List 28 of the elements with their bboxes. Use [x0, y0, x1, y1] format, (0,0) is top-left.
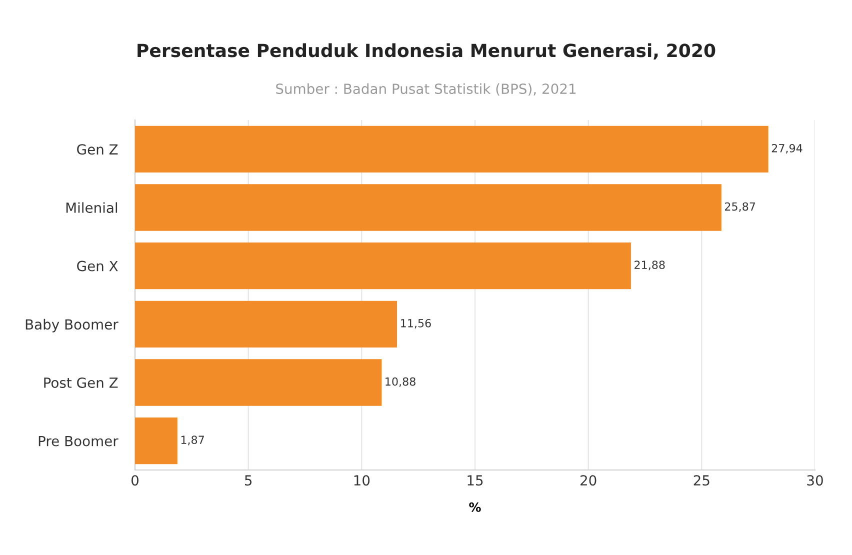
y-tick-label: Baby Boomer: [26, 318, 118, 332]
bar: [135, 300, 398, 348]
bar: [135, 359, 382, 406]
x-tick-label: 15: [468, 475, 483, 486]
x-tick-label: 25: [694, 475, 710, 486]
data-label: 27,94: [772, 144, 802, 154]
x-axis-title: %: [469, 502, 481, 512]
bar: [135, 126, 768, 172]
x-tick-label: 20: [580, 475, 596, 486]
x-tick-label: 10: [354, 475, 370, 486]
bar: [135, 418, 178, 464]
y-tick-label: Milenial: [66, 202, 118, 213]
y-tick-label: Gen Z: [77, 144, 118, 155]
data-label: 1,87: [181, 436, 204, 446]
data-label: 25,87: [724, 202, 756, 212]
x-tick-label: 5: [244, 475, 252, 486]
chart-subtitle: Sumber : Badan Pusat Statistik (BPS), 2021: [276, 83, 576, 96]
data-label: 10,88: [386, 377, 416, 387]
bar: [135, 184, 722, 231]
bar: [135, 242, 631, 290]
x-tick-label: 0: [131, 475, 138, 486]
chart-title: Persentase Penduduk Indonesia Menurut Generasi, 2020: [138, 43, 716, 60]
x-tick-label: 30: [807, 475, 823, 486]
data-label: 21,88: [634, 260, 665, 270]
y-tick-label: Post Gen Z: [44, 377, 118, 388]
data-label: 11,56: [401, 318, 431, 329]
y-tick-label: Pre Boomer: [38, 436, 118, 446]
y-tick-label: Gen X: [77, 260, 118, 272]
